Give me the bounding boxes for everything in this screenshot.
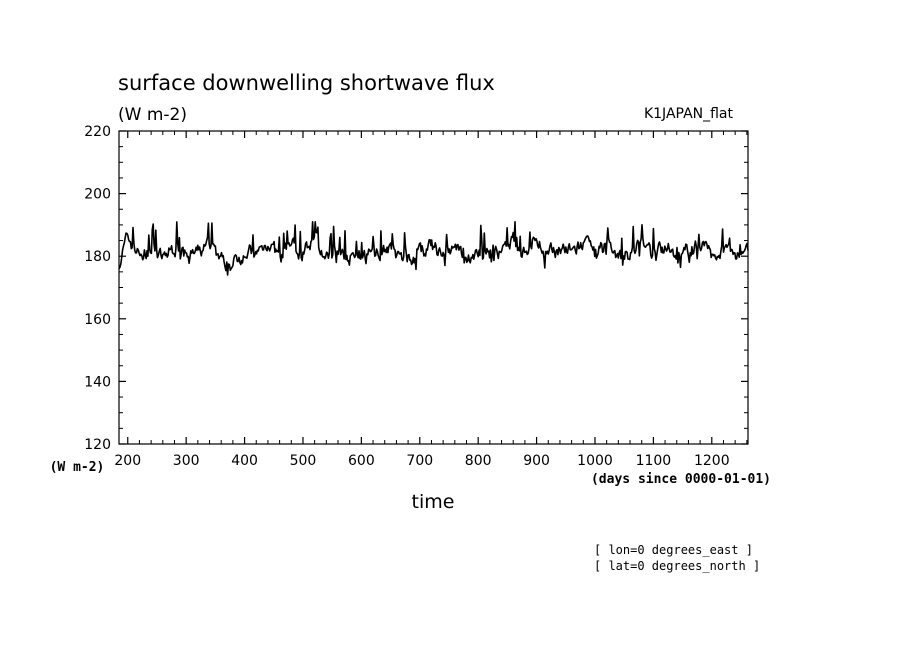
x-tick-label: 300 bbox=[173, 453, 200, 469]
y-tick-label: 200 bbox=[84, 187, 111, 203]
footer-lat: [ lat=0 degrees_north ] bbox=[594, 559, 760, 573]
x-tick-label: 900 bbox=[523, 453, 550, 469]
y-tick-label: 220 bbox=[84, 124, 111, 140]
x-tick-label: 800 bbox=[465, 453, 492, 469]
chart-title: surface downwelling shortwave flux bbox=[118, 71, 495, 95]
x-tick-label: 400 bbox=[231, 453, 258, 469]
chart-units: (W m-2) bbox=[118, 105, 187, 125]
y-tick-labels: 120 140 160 180 200 220 bbox=[84, 124, 111, 453]
x-tick-label: 1200 bbox=[694, 453, 730, 469]
axis-ticks bbox=[119, 130, 748, 445]
x-tick-label: 1000 bbox=[577, 453, 613, 469]
y-tick-label: 140 bbox=[84, 374, 111, 390]
x-tick-label: 500 bbox=[290, 453, 317, 469]
footer-lon: [ lon=0 degrees_east ] bbox=[594, 543, 753, 557]
series-line bbox=[118, 221, 749, 276]
y-tick-label: 180 bbox=[84, 249, 111, 265]
x-axis-unit-label: (days since 0000-01-01) bbox=[591, 472, 771, 487]
x-tick-label: 1100 bbox=[636, 453, 672, 469]
plot-frame bbox=[118, 130, 749, 445]
y-tick-label: 160 bbox=[84, 312, 111, 328]
dataset-label: K1JAPAN_flat bbox=[644, 106, 734, 122]
x-axis-title: time bbox=[412, 491, 455, 513]
x-tick-label: 700 bbox=[406, 453, 433, 469]
x-tick-label: 200 bbox=[114, 453, 141, 469]
y-axis-unit-label: (W m-2) bbox=[50, 460, 105, 475]
x-tick-labels: 200 300 400 500 600 700 800 900 1000 1100 1200 bbox=[114, 453, 729, 469]
x-tick-label: 600 bbox=[348, 453, 375, 469]
y-tick-label: 120 bbox=[84, 437, 111, 453]
